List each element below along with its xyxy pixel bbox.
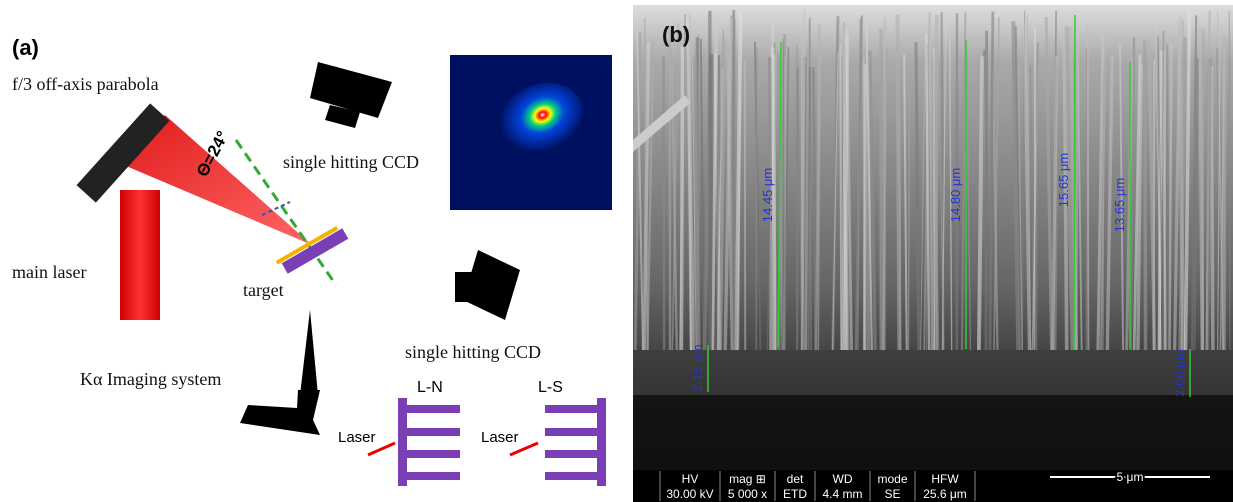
- ccd-top: [310, 62, 392, 118]
- measurement: 2.15 μm: [690, 344, 705, 391]
- info-value: 5 000 x: [728, 487, 767, 501]
- imaging-system: [240, 390, 320, 435]
- info-header: mode: [877, 472, 907, 486]
- nanowire: [986, 31, 987, 350]
- nanowire: [1145, 40, 1146, 350]
- info-header: HV: [682, 472, 699, 486]
- label: f/3 off-axis parabola: [12, 74, 159, 94]
- label: Kα Imaging system: [80, 369, 221, 389]
- comb-tooth: [398, 405, 460, 413]
- laser-label: Laser: [481, 429, 519, 446]
- panel-label: (a): [12, 35, 39, 60]
- scale-label: 5 μm: [1117, 470, 1144, 484]
- measurement: 14.80 μm: [948, 168, 963, 222]
- label: target: [243, 280, 284, 300]
- nanowire: [1103, 69, 1104, 350]
- nanowire: [756, 47, 757, 350]
- laser-label: Laser: [338, 429, 376, 446]
- comb-tooth: [545, 450, 605, 458]
- measurement: 2.00 μm: [1172, 349, 1187, 396]
- nanowire: [1170, 43, 1172, 350]
- comb-tooth: [545, 405, 605, 413]
- figure: (a) f/3 off-axis parabola Θ=24° single h…: [0, 0, 1233, 502]
- measurement: 14.45 μm: [760, 168, 775, 222]
- panel-b: 14.45 μm 14.80 μm 15.65 μm 13.65 μm 2.15…: [633, 5, 1233, 502]
- info-value: SE: [884, 487, 900, 501]
- panel-label: (b): [662, 22, 690, 47]
- label: single hitting CCD: [405, 342, 541, 362]
- info-value: 4.4 mm: [822, 487, 862, 501]
- nanowire: [1088, 23, 1089, 350]
- nanowire: [1182, 20, 1183, 350]
- info-value: ETD: [783, 487, 807, 501]
- main-laser-beam: [120, 190, 160, 320]
- substrate: [633, 395, 1233, 470]
- nanowire: [1211, 66, 1213, 350]
- nanowire: [681, 46, 682, 350]
- label: main laser: [12, 262, 86, 282]
- target-name: L-N: [417, 379, 443, 396]
- target-name: L-S: [538, 379, 563, 396]
- substrate-layer: [633, 350, 1233, 395]
- nanowire: [1086, 49, 1087, 350]
- comb-tooth: [398, 450, 460, 458]
- info-header: HFW: [931, 472, 959, 486]
- info-value: 30.00 kV: [666, 487, 713, 501]
- comb-tooth: [545, 428, 605, 436]
- nanowire: [840, 45, 841, 350]
- imaging-cone: [300, 310, 318, 395]
- target-l-s: [545, 398, 606, 486]
- info-header: mag ⊞: [729, 472, 766, 486]
- label: single hitting CCD: [283, 152, 419, 172]
- nanowire: [1200, 28, 1202, 350]
- comb-tooth: [398, 472, 460, 480]
- ccd-bottom-lens: [455, 272, 480, 302]
- target-l-n: [398, 398, 460, 486]
- measure-line: [1074, 15, 1075, 349]
- comb-tooth: [398, 428, 460, 436]
- measurement: 15.65 μm: [1056, 153, 1071, 207]
- info-value: 25.6 μm: [923, 487, 967, 501]
- nanowire: [664, 56, 665, 350]
- info-header: WD: [833, 472, 853, 486]
- measurement: 13.65 μm: [1112, 178, 1127, 232]
- panel-a: (a) f/3 off-axis parabola Θ=24° single h…: [12, 35, 612, 486]
- nanowire: [864, 57, 865, 350]
- nanowire: [898, 15, 900, 350]
- info-header: det: [787, 472, 804, 486]
- comb-tooth: [545, 472, 605, 480]
